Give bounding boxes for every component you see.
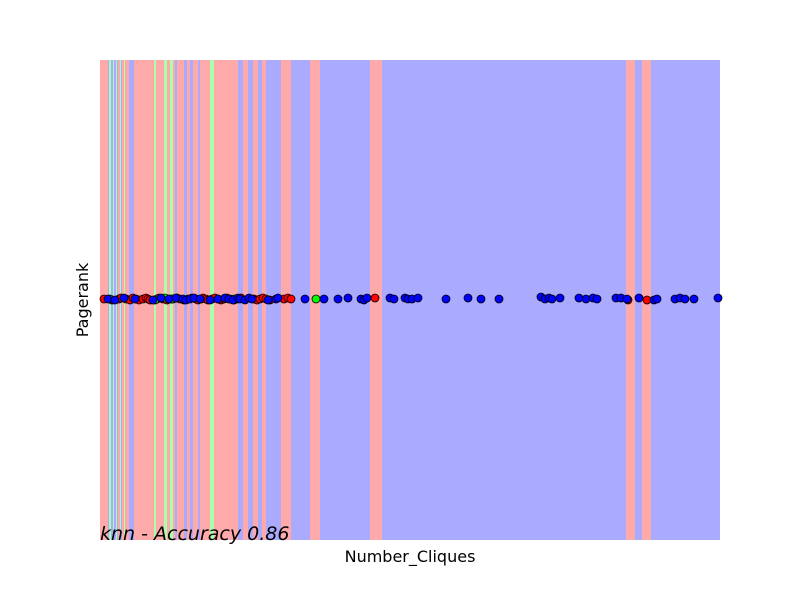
- data-point-blue: [476, 294, 486, 304]
- y-axis-label: Pagerank: [73, 262, 92, 337]
- data-points: [99, 292, 723, 305]
- data-point-blue: [148, 295, 158, 305]
- data-point-blue: [622, 294, 632, 304]
- data-point-blue: [634, 293, 644, 303]
- data-point-blue: [463, 293, 473, 303]
- accuracy-annotation: knn - Accuracy 0.86: [100, 523, 289, 545]
- data-point-blue: [263, 295, 273, 305]
- data-point-blue: [680, 294, 690, 304]
- data-point-blue: [273, 293, 283, 303]
- data-point-blue: [130, 294, 140, 304]
- data-point-blue: [205, 295, 215, 305]
- data-point-blue: [195, 294, 205, 304]
- data-point-blue: [713, 293, 723, 303]
- data-point-blue: [494, 294, 504, 304]
- data-point-blue: [362, 293, 372, 303]
- data-point-blue: [319, 294, 329, 304]
- data-point-blue: [333, 294, 343, 304]
- data-point-blue: [247, 294, 257, 304]
- data-point-blue: [441, 294, 451, 304]
- data-point-red: [286, 294, 296, 304]
- data-point-blue: [119, 293, 129, 303]
- data-point-blue: [592, 294, 602, 304]
- data-point-green: [311, 294, 321, 304]
- x-axis-label: Number_Cliques: [345, 547, 476, 567]
- data-point-blue: [389, 294, 399, 304]
- data-point-blue: [547, 294, 557, 304]
- data-point-blue: [343, 293, 353, 303]
- data-point-blue: [110, 295, 120, 305]
- data-point-blue: [689, 294, 699, 304]
- data-point-blue: [156, 293, 166, 303]
- data-point-blue: [652, 294, 662, 304]
- data-point-blue: [555, 293, 565, 303]
- data-point-blue: [300, 294, 310, 304]
- data-point-blue: [413, 293, 423, 303]
- data-point-red: [370, 293, 380, 303]
